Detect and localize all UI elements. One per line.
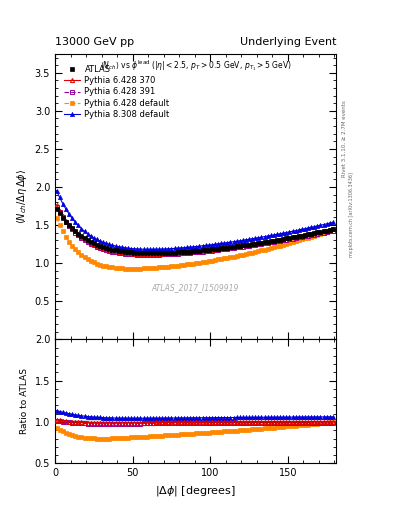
- Pythia 6.428 default: [250, 249, 255, 255]
- Pythia 8.308 default: [331, 219, 335, 225]
- Pythia 6.428 370: [331, 226, 335, 232]
- Line: Pythia 6.428 default: Pythia 6.428 default: [54, 215, 335, 271]
- Pythia 6.428 391: [54, 204, 59, 210]
- Pythia 6.428 default: [54, 215, 59, 221]
- Pythia 6.428 370: [293, 233, 298, 240]
- ATLAS: [92, 240, 96, 246]
- Text: mcplots.cern.ch [arXiv:1306.3436]: mcplots.cern.ch [arXiv:1306.3436]: [349, 173, 354, 258]
- Line: Pythia 6.428 370: Pythia 6.428 370: [55, 203, 335, 256]
- Pythia 8.308 default: [287, 229, 292, 235]
- Pythia 6.428 default: [293, 238, 298, 244]
- ATLAS: [54, 205, 59, 211]
- Pythia 6.428 391: [147, 252, 152, 258]
- Pythia 6.428 391: [92, 242, 96, 248]
- Text: $\langle N_{ch}\rangle$ vs $\phi^{\rm lead}$ ($|\eta|<2.5,\, p_T>0.5$ GeV$,\, p_: $\langle N_{ch}\rangle$ vs $\phi^{\rm le…: [99, 58, 292, 73]
- Pythia 6.428 370: [138, 251, 143, 257]
- Pythia 6.428 391: [138, 251, 143, 258]
- Pythia 6.428 391: [293, 235, 298, 241]
- Pythia 6.428 370: [287, 235, 292, 241]
- Pythia 6.428 391: [331, 228, 335, 234]
- Pythia 6.428 370: [250, 241, 255, 247]
- ATLAS: [331, 226, 335, 232]
- ATLAS: [287, 235, 292, 241]
- Line: ATLAS: ATLAS: [54, 206, 335, 255]
- Pythia 6.428 default: [141, 265, 146, 271]
- Line: Pythia 8.308 default: Pythia 8.308 default: [55, 188, 335, 251]
- Pythia 6.428 370: [321, 228, 326, 234]
- Pythia 6.428 370: [92, 242, 96, 248]
- Pythia 6.428 default: [331, 226, 335, 232]
- Pythia 8.308 default: [138, 246, 143, 252]
- Y-axis label: Ratio to ATLAS: Ratio to ATLAS: [20, 368, 29, 434]
- Pythia 6.428 default: [287, 240, 292, 246]
- Text: Rivet 3.1.10, ≥ 2.7M events: Rivet 3.1.10, ≥ 2.7M events: [342, 100, 346, 177]
- ATLAS: [293, 233, 298, 240]
- Text: ATLAS_2017_I1509919: ATLAS_2017_I1509919: [152, 283, 239, 292]
- Pythia 6.428 default: [321, 229, 326, 236]
- Pythia 8.308 default: [293, 227, 298, 233]
- Pythia 8.308 default: [92, 234, 96, 241]
- ATLAS: [151, 250, 155, 257]
- Legend: ATLAS, Pythia 6.428 370, Pythia 6.428 391, Pythia 6.428 default, Pythia 8.308 de: ATLAS, Pythia 6.428 370, Pythia 6.428 39…: [62, 63, 171, 120]
- Line: Pythia 6.428 391: Pythia 6.428 391: [55, 205, 335, 257]
- Pythia 6.428 default: [132, 266, 136, 272]
- ATLAS: [321, 228, 326, 234]
- Pythia 8.308 default: [54, 187, 59, 194]
- ATLAS: [138, 250, 143, 256]
- Pythia 8.308 default: [147, 246, 152, 252]
- Y-axis label: $\langle N_{ch}/\Delta\eta\,\Delta\phi\rangle$: $\langle N_{ch}/\Delta\eta\,\Delta\phi\r…: [15, 169, 29, 224]
- Text: Underlying Event: Underlying Event: [239, 37, 336, 47]
- Text: 13000 GeV pp: 13000 GeV pp: [55, 37, 134, 47]
- Pythia 8.308 default: [250, 236, 255, 242]
- Pythia 6.428 391: [287, 236, 292, 242]
- X-axis label: $|\Delta\phi|$ [degrees]: $|\Delta\phi|$ [degrees]: [155, 484, 236, 498]
- Pythia 6.428 default: [92, 260, 96, 266]
- Pythia 6.428 391: [250, 242, 255, 248]
- Pythia 6.428 391: [321, 229, 326, 236]
- Pythia 8.308 default: [321, 222, 326, 228]
- ATLAS: [250, 241, 255, 247]
- Pythia 6.428 370: [54, 202, 59, 208]
- Pythia 6.428 370: [147, 251, 152, 257]
